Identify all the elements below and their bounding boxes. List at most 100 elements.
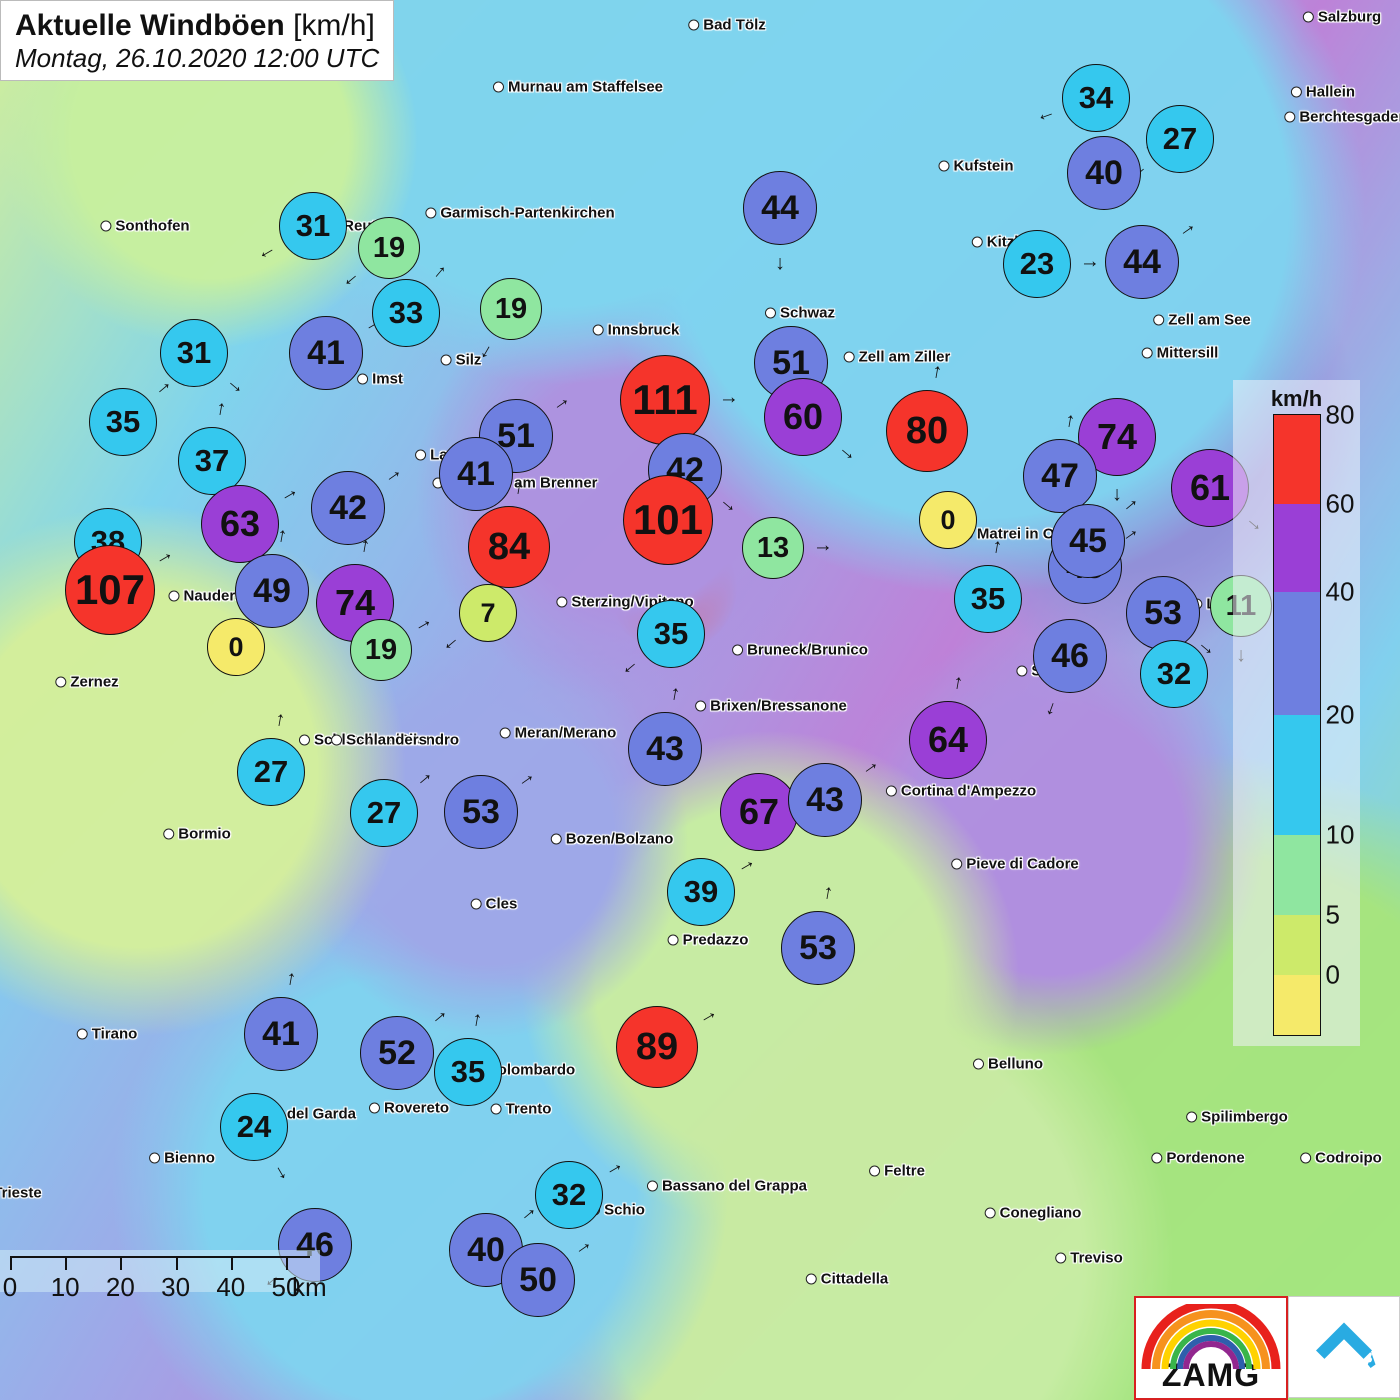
wind-gust-marker[interactable]: 24 (220, 1093, 288, 1161)
wind-gust-marker[interactable]: 19 (480, 278, 542, 340)
scale-bar-ruler[interactable]: 0 10 20 30 40 50 km (10, 1256, 310, 1278)
wind-gust-marker[interactable]: 27 (237, 738, 305, 806)
wind-gust-marker[interactable]: 107 (65, 545, 155, 635)
city-name-text: Garmisch-Partenkirchen (440, 205, 614, 222)
wind-gust-marker[interactable]: 53 (781, 911, 855, 985)
city-label-feltre: Feltre (869, 1163, 925, 1180)
city-label-predazzo: Predazzo (668, 932, 749, 949)
wind-gust-marker[interactable]: 34 (1062, 64, 1130, 132)
city-name-text: Pieve di Cadore (966, 856, 1079, 873)
wind-gust-marker[interactable]: 32 (1140, 640, 1208, 708)
city-label-schlanders: Schlanders (331, 732, 427, 749)
wind-gust-marker[interactable]: 41 (244, 997, 318, 1071)
wind-gust-marker[interactable]: 41 (439, 437, 513, 511)
city-label-garmisch-partenkirchen: Garmisch-Partenkirchen (425, 205, 614, 222)
city-name-text: Zell am See (1168, 312, 1251, 329)
city-marker-dot (1016, 666, 1027, 677)
wind-gust-marker[interactable]: 52 (360, 1016, 434, 1090)
wind-gust-marker[interactable]: 40 (1067, 136, 1141, 210)
city-name-text: Feltre (884, 1163, 925, 1180)
city-label-sonthofen: Sonthofen (100, 218, 189, 235)
wind-gust-marker[interactable]: 0 (207, 618, 265, 676)
wind-gust-marker[interactable]: 43 (628, 712, 702, 786)
city-label-hallein: Hallein (1291, 84, 1355, 101)
wind-gust-marker[interactable]: 41 (289, 316, 363, 390)
wind-gust-marker[interactable]: 53 (444, 775, 518, 849)
wind-gust-marker[interactable]: 64 (909, 701, 987, 779)
city-name-text: Predazzo (683, 932, 749, 949)
scale-tick-number: 40 (216, 1272, 245, 1303)
wind-gust-marker[interactable]: 101 (623, 475, 713, 565)
wind-gust-marker[interactable]: 19 (358, 217, 420, 279)
wind-gust-marker[interactable]: 27 (1146, 105, 1214, 173)
wind-gust-marker[interactable]: 53 (1126, 576, 1200, 650)
city-marker-dot (556, 597, 567, 608)
city-marker-dot (973, 1059, 984, 1070)
city-marker-dot (415, 450, 426, 461)
city-marker-dot (1142, 348, 1153, 359)
wind-gust-marker[interactable]: 89 (616, 1006, 698, 1088)
city-marker-dot (695, 701, 706, 712)
wind-gust-marker[interactable]: 7 (459, 584, 517, 642)
wind-direction-arrow-icon: ↑ (1112, 484, 1122, 507)
wind-gust-marker[interactable]: 60 (764, 378, 842, 456)
wind-gust-marker[interactable]: 84 (468, 506, 550, 588)
legend-value-label: 40 (1326, 577, 1355, 608)
wind-gust-marker[interactable]: 23 (1003, 230, 1071, 298)
wind-gust-marker[interactable]: 63 (201, 485, 279, 563)
wind-gust-marker[interactable]: 44 (743, 171, 817, 245)
wind-gust-marker[interactable]: 19 (350, 619, 412, 681)
city-marker-dot (951, 859, 962, 870)
wind-gust-marker[interactable]: 50 (501, 1243, 575, 1317)
wind-gust-marker[interactable]: 45 (1051, 504, 1125, 578)
wind-gust-marker[interactable]: 42 (311, 471, 385, 545)
title-main-text: Aktuelle Windböen (15, 9, 285, 42)
city-name-text: Murnau am Staffelsee (508, 79, 663, 96)
city-label-belluno: Belluno (973, 1056, 1043, 1073)
city-name-text: Trieste (0, 1185, 42, 1202)
wind-gust-marker[interactable]: 43 (788, 763, 862, 837)
legend-value-label: 20 (1326, 700, 1355, 731)
legend-value-label: 60 (1326, 488, 1355, 519)
legend-color-segment (1274, 975, 1320, 1035)
city-name-text: Zernez (70, 674, 118, 691)
city-name-text: Bad Tölz (703, 17, 766, 34)
geosphere-logo (1288, 1296, 1400, 1398)
wind-gust-marker[interactable]: 44 (1105, 225, 1179, 299)
wind-gust-marker[interactable]: 0 (919, 491, 977, 549)
wind-gust-marker[interactable]: 67 (720, 773, 798, 851)
wind-gust-marker[interactable]: 80 (886, 390, 968, 472)
city-name-text: Tirano (92, 1026, 138, 1043)
legend-color-segment (1274, 915, 1320, 975)
city-marker-dot (765, 308, 776, 319)
wind-gust-marker[interactable]: 49 (235, 554, 309, 628)
wind-gust-marker[interactable]: 35 (954, 565, 1022, 633)
city-name-text: Rovereto (384, 1100, 449, 1117)
city-marker-dot (1284, 112, 1295, 123)
wind-gust-marker[interactable]: 46 (1033, 619, 1107, 693)
wind-gust-marker[interactable]: 31 (160, 319, 228, 387)
wind-gust-marker[interactable]: 35 (637, 600, 705, 668)
wind-gust-marker[interactable]: 13 (742, 517, 804, 579)
city-name-text: Mittersill (1157, 345, 1219, 362)
wind-gust-marker[interactable]: 39 (667, 858, 735, 926)
title-unit-text: [km/h] (293, 9, 375, 42)
city-marker-dot (939, 161, 950, 172)
city-label-murnau-am-staffelsee: Murnau am Staffelsee (493, 79, 663, 96)
city-label-bormio: Bormio (163, 826, 231, 843)
scale-tick-mark (120, 1258, 122, 1270)
city-label-bruneck-brunico: Bruneck/Brunico (732, 642, 868, 659)
wind-gust-marker[interactable]: 27 (350, 779, 418, 847)
wind-gust-marker[interactable]: 33 (372, 279, 440, 347)
wind-gust-marker[interactable]: 32 (535, 1161, 603, 1229)
wind-gust-marker[interactable]: 35 (434, 1038, 502, 1106)
city-label-cles: Cles (471, 896, 518, 913)
city-name-text: Imst (372, 371, 403, 388)
wind-gust-marker[interactable]: 31 (279, 192, 347, 260)
city-label-imst: Imst (357, 371, 403, 388)
legend-value-label: 10 (1326, 819, 1355, 850)
wind-gust-marker[interactable]: 35 (89, 388, 157, 456)
city-name-text: Cittadella (821, 1271, 889, 1288)
wind-gust-marker[interactable]: 111 (620, 355, 710, 445)
wind-gust-marker[interactable]: 47 (1023, 439, 1097, 513)
